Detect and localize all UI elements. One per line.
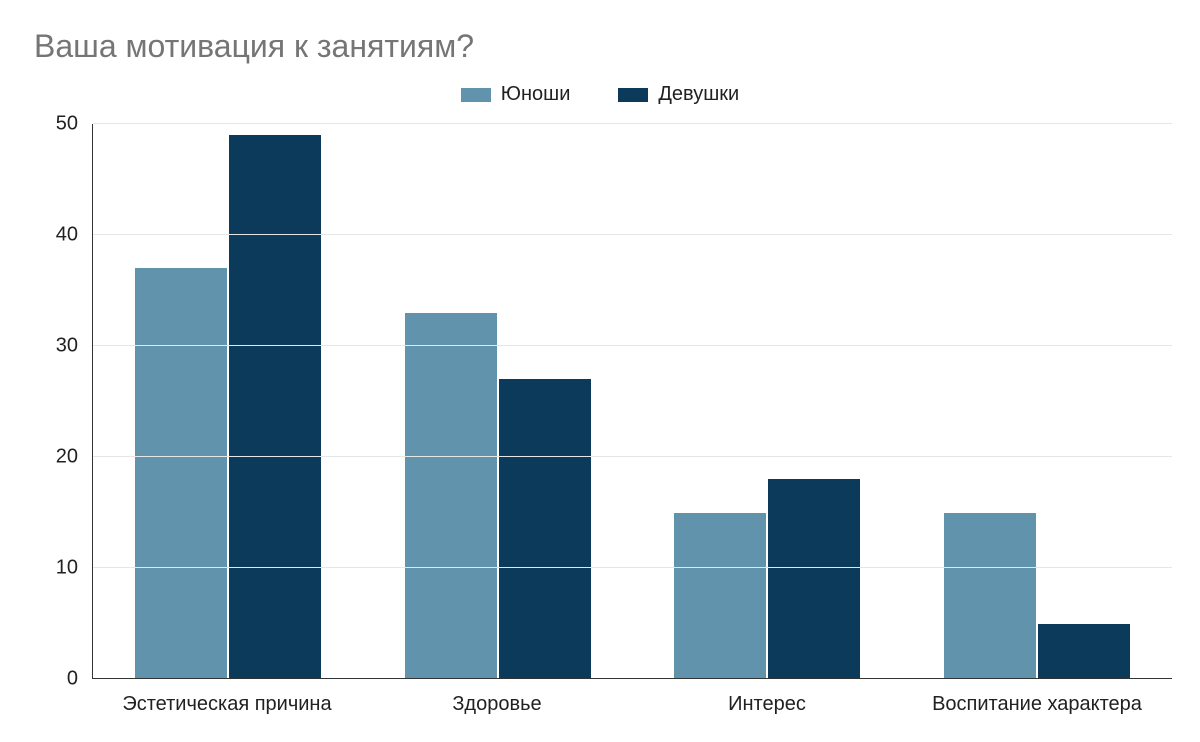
plot-area xyxy=(92,124,1172,679)
motivation-bar-chart: Ваша мотивация к занятиям? Юноши Девушки… xyxy=(0,0,1200,742)
y-tick-label: 30 xyxy=(56,335,78,358)
bar xyxy=(405,313,497,679)
bar-group xyxy=(902,124,1172,679)
bar xyxy=(499,379,591,679)
legend-swatch-0 xyxy=(461,88,491,102)
y-tick-label: 40 xyxy=(56,224,78,247)
bar xyxy=(944,513,1036,680)
y-tick-label: 20 xyxy=(56,446,78,469)
y-tick-label: 0 xyxy=(67,668,78,691)
x-category-label: Эстетическая причина xyxy=(92,693,362,716)
bar xyxy=(768,479,860,679)
bar xyxy=(135,268,227,679)
x-category-label: Воспитание характера xyxy=(902,693,1172,716)
gridline xyxy=(93,123,1172,124)
legend-label-1: Девушки xyxy=(658,83,739,106)
legend-label-0: Юноши xyxy=(501,83,571,106)
y-tick-label: 10 xyxy=(56,557,78,580)
gridline xyxy=(93,567,1172,568)
x-axis: Эстетическая причинаЗдоровьеИнтересВоспи… xyxy=(92,693,1172,716)
gridline xyxy=(93,345,1172,346)
bar xyxy=(1038,624,1130,680)
gridline xyxy=(93,456,1172,457)
chart-title: Ваша мотивация к занятиям? xyxy=(34,28,1172,65)
bar xyxy=(229,135,321,679)
x-category-label: Интерес xyxy=(632,693,902,716)
bar-group xyxy=(633,124,903,679)
plot-row: 01020304050 xyxy=(28,124,1172,679)
y-axis: 01020304050 xyxy=(28,124,92,679)
legend-item-1: Девушки xyxy=(618,83,739,106)
x-category-label: Здоровье xyxy=(362,693,632,716)
y-tick-label: 50 xyxy=(56,113,78,136)
chart-legend: Юноши Девушки xyxy=(28,83,1172,106)
x-baseline xyxy=(93,678,1172,679)
legend-item-0: Юноши xyxy=(461,83,571,106)
bar-group xyxy=(93,124,363,679)
gridline xyxy=(93,234,1172,235)
legend-swatch-1 xyxy=(618,88,648,102)
bar-groups xyxy=(93,124,1172,679)
bar xyxy=(674,513,766,680)
bar-group xyxy=(363,124,633,679)
